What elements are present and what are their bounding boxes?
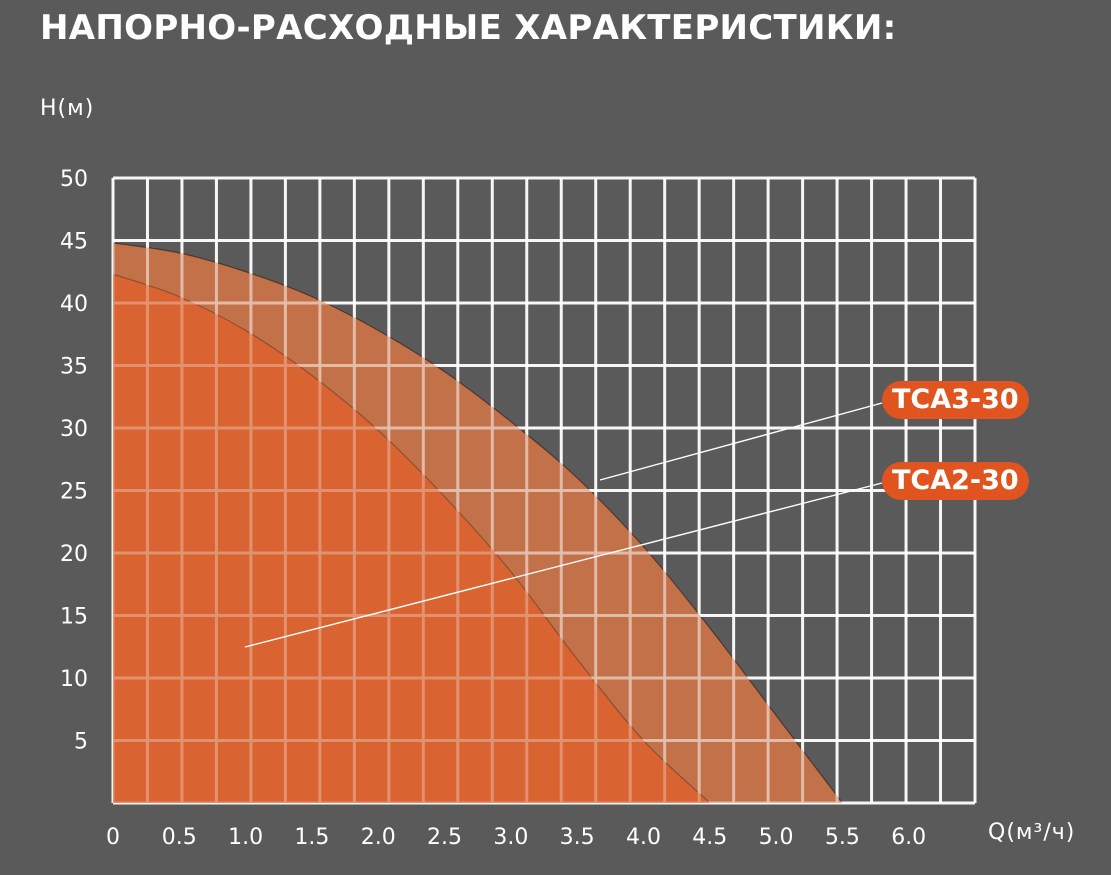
y-tick-label: 45 [60,230,88,255]
x-tick-label: 6.0 [891,825,926,850]
y-axis-label: H(м) [40,96,95,121]
x-tick-label: 3.0 [493,825,528,850]
x-tick-label: 4.0 [626,825,661,850]
y-tick-label: 15 [60,605,88,630]
leader-line-tca2-30 [244,482,883,648]
x-tick-label: 0.5 [162,825,197,850]
curve-tca3-30 [112,242,843,804]
page-title: НАПОРНО-РАСХОДНЫЕ ХАРАКТЕРИСТИКИ: [40,8,897,48]
x-tick-label: 1.5 [294,825,329,850]
x-tick-label: 1.0 [228,825,263,850]
x-tick-label: 5.5 [825,825,860,850]
y-tick-label: 40 [60,292,88,317]
legend-label-tca3-30: TCA3-30 [882,381,1029,419]
y-tick-label: 5 [74,730,88,755]
x-tick-label: 2.5 [427,825,462,850]
y-tick-label: 35 [60,355,88,380]
x-tick-label: 5.0 [759,825,794,850]
y-tick-label: 30 [60,417,88,442]
y-tick-label: 20 [60,542,88,567]
x-tick-label: 3.5 [560,825,595,850]
leader-line-tca3-30 [599,402,883,481]
x-axis-label: Q(м³/ч) [988,820,1076,845]
x-tick-label: 0 [106,825,120,850]
y-tick-label: 10 [60,667,88,692]
curve-tca2-30 [112,273,711,804]
y-tick-label: 50 [60,167,88,192]
y-tick-label: 25 [60,480,88,505]
x-tick-label: 4.5 [692,825,727,850]
legend-label-tca2-30: TCA2-30 [882,462,1029,500]
x-tick-label: 2.0 [361,825,396,850]
